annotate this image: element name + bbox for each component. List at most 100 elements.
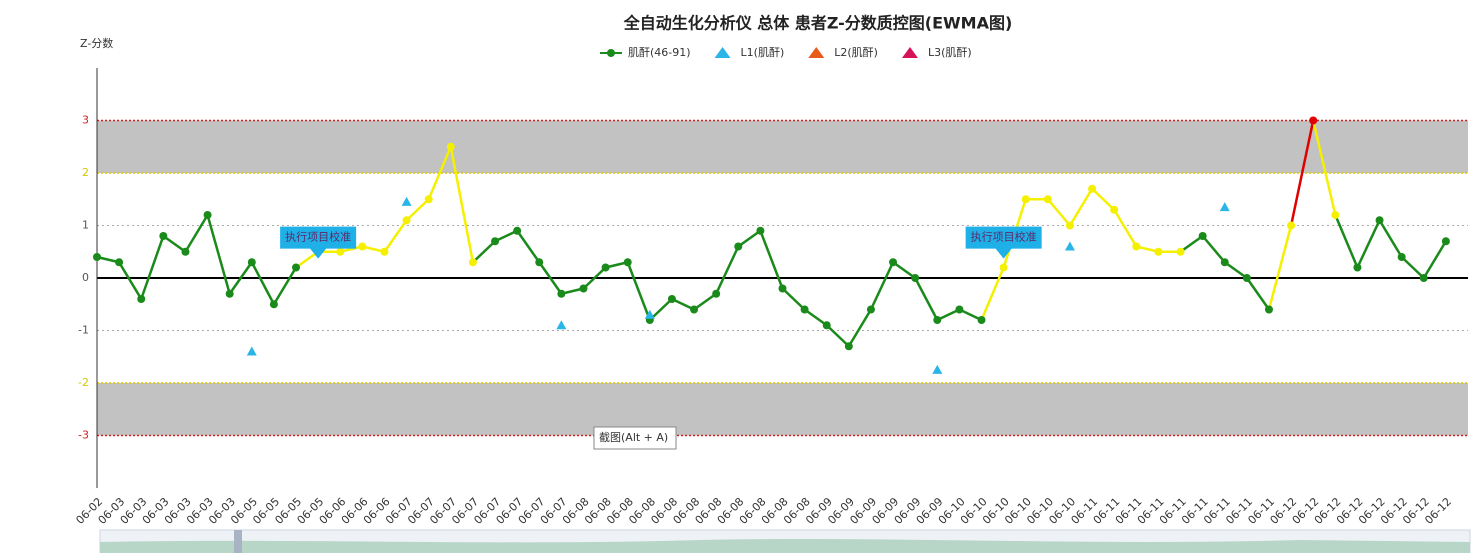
line-point: [1021, 195, 1030, 204]
line-point: [1441, 237, 1450, 246]
line-point: [269, 300, 278, 309]
line-point: [1242, 274, 1251, 282]
line-point: [712, 289, 721, 298]
line-point: [667, 295, 676, 303]
line-point: [778, 284, 787, 293]
line-point: [1110, 205, 1119, 214]
line-point: [1375, 216, 1384, 225]
line-point: [1065, 221, 1074, 230]
line-segment: [1289, 120, 1315, 226]
line-segment: [250, 261, 276, 305]
line-segment: [1113, 209, 1138, 248]
line-segment: [118, 261, 143, 300]
line-segment: [1201, 235, 1226, 264]
data-zoom[interactable]: [99, 529, 1471, 553]
line-segment: [1091, 187, 1116, 211]
line-point: [911, 274, 920, 282]
line-segment: [1356, 219, 1381, 269]
line-point: [999, 263, 1008, 272]
line-point: [181, 247, 190, 256]
line-point: [557, 289, 566, 298]
line-segment: [892, 261, 916, 280]
line-point: [690, 305, 699, 314]
line-point: [1220, 258, 1229, 267]
line-segment: [1422, 240, 1447, 279]
line-point: [756, 226, 765, 235]
line-segment: [472, 240, 496, 264]
line-point: [844, 342, 853, 351]
line-point: [1287, 221, 1296, 230]
line-point: [513, 226, 522, 235]
line-segment: [1245, 277, 1271, 311]
line-point: [380, 247, 389, 256]
line-segment: [914, 277, 939, 321]
line-segment: [184, 214, 209, 253]
line-segment: [383, 219, 408, 253]
alarm-marker: [246, 346, 257, 356]
y-tick-label: 0: [82, 271, 89, 284]
legend-label: L1(肌酐): [741, 46, 785, 59]
line-segment: [958, 308, 983, 322]
line-segment: [538, 261, 563, 295]
line-point: [225, 289, 234, 298]
line-point: [292, 263, 301, 272]
line-point: [491, 237, 500, 246]
line-segment: [1311, 120, 1337, 216]
line-point: [800, 305, 809, 314]
annotation-text: 执行项目校准: [971, 230, 1037, 244]
line-point: [977, 316, 986, 324]
line-point: [889, 258, 898, 267]
chart-title: 全自动生化分析仪 总体 患者Z-分数质控图(EWMA图): [623, 14, 1013, 33]
alarm-marker: [932, 364, 943, 374]
line-segment: [162, 234, 187, 253]
line-point: [866, 305, 875, 314]
alarm-marker: [644, 309, 655, 319]
line-point: [1198, 232, 1207, 240]
annotation-bubble: [280, 226, 357, 259]
line-segment: [140, 235, 165, 300]
line-segment: [1267, 225, 1293, 310]
alarm-marker: [1219, 202, 1230, 212]
line-segment: [825, 324, 850, 348]
y-tick-label: -3: [78, 429, 89, 442]
line-point: [1043, 195, 1052, 204]
limit-band: [97, 120, 1468, 173]
line-point: [336, 247, 345, 256]
line-segment: [1400, 256, 1425, 279]
y-tick-label: 1: [82, 219, 89, 232]
line-segment: [1179, 234, 1204, 253]
line-segment: [803, 308, 828, 327]
legend-label: L3(肌酐): [928, 46, 972, 59]
line-segment: [405, 198, 430, 222]
line-segment: [206, 214, 231, 295]
line-segment: [272, 266, 298, 305]
line-point: [1419, 274, 1428, 282]
annotation-text: 执行项目校准: [285, 230, 351, 244]
line-point: [446, 142, 455, 151]
line-point: [955, 305, 964, 314]
line-point: [1264, 305, 1273, 314]
line-segment: [847, 308, 873, 347]
line-segment: [1224, 261, 1248, 280]
line-point: [822, 321, 831, 330]
legend-marker: [607, 49, 615, 57]
line-point: [402, 216, 411, 225]
line-point: [623, 258, 632, 267]
line-segment: [671, 297, 695, 311]
line-point: [137, 295, 146, 303]
line-point: [159, 232, 168, 240]
line-point: [93, 253, 101, 261]
line-point: [579, 284, 588, 293]
line-segment: [295, 250, 319, 269]
limit-band: [97, 383, 1468, 436]
zoom-handle[interactable]: [234, 530, 242, 553]
line-point: [601, 263, 610, 272]
legend-marker: [901, 47, 918, 58]
line-segment: [693, 292, 717, 311]
y-tick-label: 2: [82, 166, 89, 179]
line-segment: [582, 266, 607, 290]
line-segment: [516, 230, 541, 263]
line-point: [734, 242, 743, 251]
line-point: [115, 258, 124, 267]
